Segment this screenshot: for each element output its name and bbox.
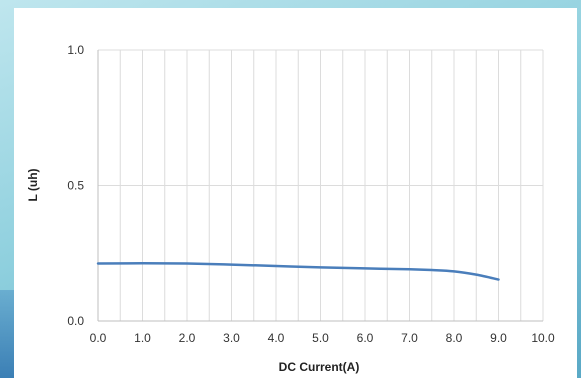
chart-panel xyxy=(14,8,577,378)
y-tick-label: 0.5 xyxy=(67,179,84,193)
x-tick-label: 3.0 xyxy=(223,331,240,345)
decorative-accent-bar xyxy=(0,290,14,378)
x-tick-label: 4.0 xyxy=(268,331,285,345)
x-axis-label: DC Current(A) xyxy=(279,360,360,374)
x-tick-label: 10.0 xyxy=(531,331,555,345)
y-tick-label: 0.0 xyxy=(67,314,84,328)
x-tick-label: 0.0 xyxy=(90,331,107,345)
x-tick-label: 9.0 xyxy=(490,331,507,345)
y-axis-label: L (uh) xyxy=(26,168,40,201)
series-line xyxy=(96,262,500,281)
x-tick-label: 2.0 xyxy=(179,331,196,345)
y-tick-label: 1.0 xyxy=(67,43,84,57)
x-tick-label: 8.0 xyxy=(446,331,463,345)
x-tick-label: 1.0 xyxy=(134,331,151,345)
x-tick-label: 7.0 xyxy=(401,331,418,345)
x-tick-label: 6.0 xyxy=(357,331,374,345)
x-tick-label: 5.0 xyxy=(312,331,329,345)
